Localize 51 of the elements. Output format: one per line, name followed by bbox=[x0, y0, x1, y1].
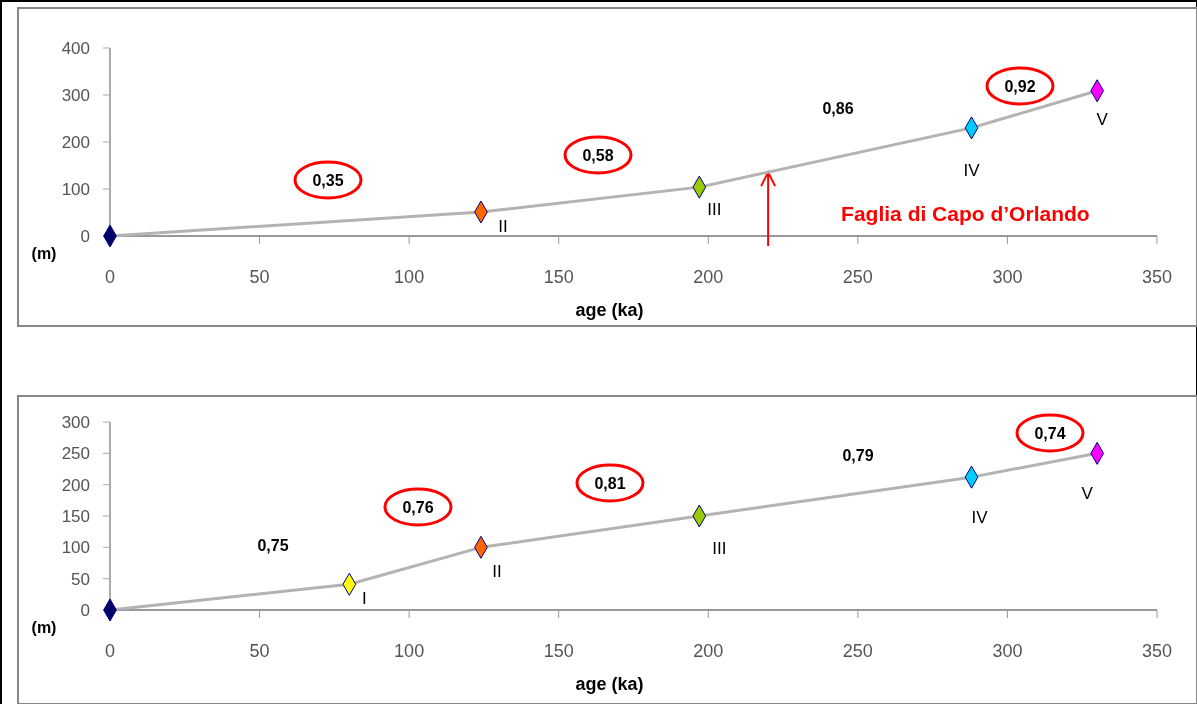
x-tick-label: 150 bbox=[543, 267, 574, 287]
y-tick-label: 150 bbox=[61, 506, 90, 526]
y-axis-title: (m) bbox=[31, 619, 57, 636]
data-label: III bbox=[712, 538, 727, 558]
annotation: 0,74 bbox=[1034, 424, 1066, 442]
ref-line-label: Faglia di Capo d’Orlando bbox=[841, 202, 1090, 225]
y-tick-label: 200 bbox=[61, 132, 90, 152]
y-tick-label: 0 bbox=[80, 600, 90, 620]
y-tick-label: 300 bbox=[61, 412, 90, 432]
x-tick-label: 350 bbox=[1141, 641, 1173, 661]
annotation: 0,86 bbox=[822, 99, 854, 117]
data-label: IV bbox=[963, 160, 981, 180]
annotation: 0,35 bbox=[312, 171, 344, 189]
x-tick-label: 200 bbox=[693, 641, 724, 661]
x-tick-label: 200 bbox=[693, 267, 724, 287]
x-tick-label: 300 bbox=[992, 267, 1023, 287]
x-tick-label: 0 bbox=[104, 641, 116, 661]
y-tick-label: 50 bbox=[71, 569, 90, 589]
y-tick-label: 100 bbox=[61, 179, 90, 199]
y-tick-label: 300 bbox=[61, 85, 90, 105]
x-tick-label: 150 bbox=[543, 641, 574, 661]
data-label: III bbox=[707, 200, 722, 220]
annotation: 0,79 bbox=[842, 446, 874, 464]
annotation: 0,92 bbox=[1004, 77, 1036, 95]
x-tick-label: 100 bbox=[394, 267, 425, 287]
x-tick-label: 100 bbox=[394, 641, 425, 661]
data-label: I bbox=[361, 589, 367, 609]
data-label: V bbox=[1096, 109, 1109, 129]
x-tick-label: 300 bbox=[992, 641, 1023, 661]
x-tick-label: 50 bbox=[249, 641, 270, 661]
annotation: 0,58 bbox=[582, 146, 614, 164]
y-tick-label: 200 bbox=[61, 475, 90, 495]
y-axis-title: (m) bbox=[31, 245, 57, 262]
x-axis-title: age (ka) bbox=[575, 674, 644, 694]
x-tick-label: 350 bbox=[1141, 267, 1173, 287]
y-tick-label: 0 bbox=[80, 226, 90, 246]
x-tick-label: 250 bbox=[842, 641, 873, 661]
data-label: II bbox=[498, 216, 508, 236]
x-tick-label: 0 bbox=[104, 267, 116, 287]
data-label: II bbox=[492, 562, 502, 582]
x-axis-title: age (ka) bbox=[575, 300, 644, 320]
y-tick-label: 400 bbox=[61, 38, 90, 58]
y-tick-label: 250 bbox=[61, 444, 90, 464]
annotation: 0,81 bbox=[594, 474, 626, 492]
annotation: 0,76 bbox=[402, 498, 434, 516]
annotation: 0,75 bbox=[257, 536, 289, 554]
y-tick-label: 100 bbox=[61, 538, 90, 558]
data-label: V bbox=[1081, 484, 1094, 504]
data-label: IV bbox=[971, 508, 989, 528]
x-tick-label: 50 bbox=[249, 267, 270, 287]
x-tick-label: 250 bbox=[842, 267, 873, 287]
